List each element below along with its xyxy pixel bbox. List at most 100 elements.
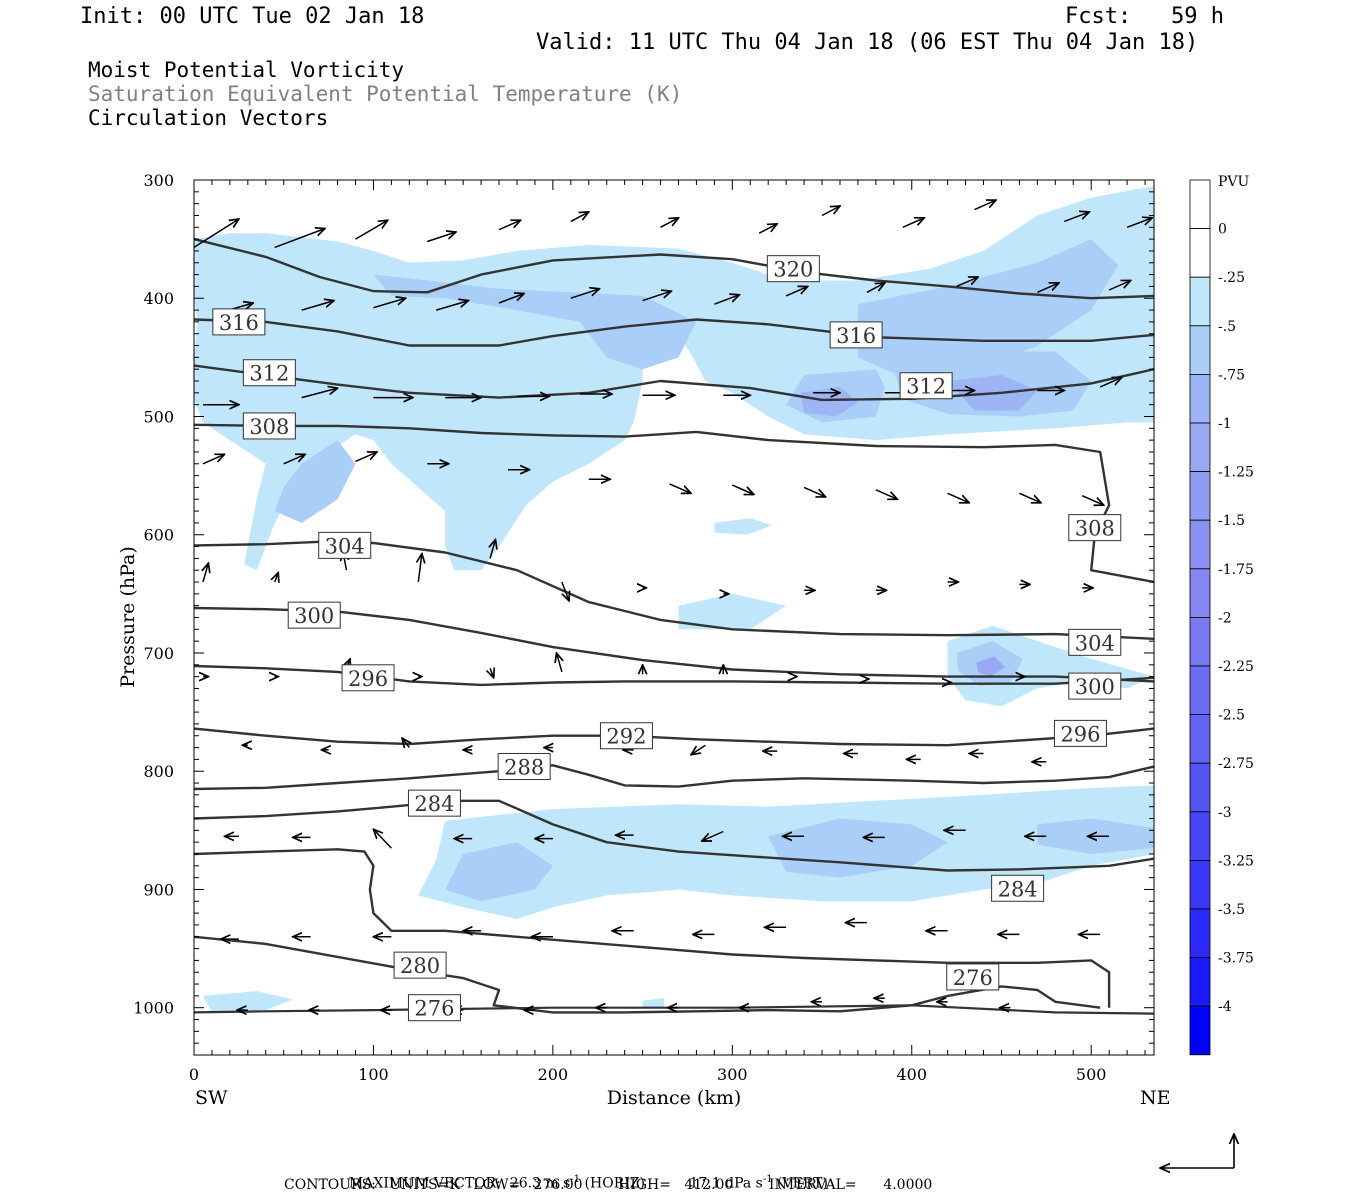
circulation-vectors: [194, 200, 1152, 1010]
circulation-vector: [203, 563, 208, 583]
contour-label-276: 276: [953, 966, 993, 990]
colorbar-segment: [1189, 714, 1211, 764]
horiz-value: 26.3: [509, 1175, 541, 1192]
contour-label-box: [991, 874, 1045, 902]
colorbar-tick-label: -2.5: [1218, 708, 1245, 724]
x-tick-label: 0: [189, 1065, 199, 1084]
colorbar-tick-label: -3.75: [1218, 951, 1254, 967]
mpv-shading: [194, 185, 1154, 1013]
contour-label-316: 316: [219, 311, 259, 335]
circulation-vector: [1064, 212, 1089, 223]
contour-label-316: 316: [836, 324, 876, 348]
colorbar-segment: [1189, 519, 1211, 570]
mpv-region: [445, 842, 553, 902]
contour-label-304: 304: [325, 534, 365, 558]
contour-label-300: 300: [294, 604, 334, 628]
contour-label-296: 296: [348, 667, 388, 691]
circulation-vector: [702, 830, 724, 842]
colorbar-tick-label: -4: [1218, 999, 1232, 1015]
contour-label-box: [242, 412, 296, 440]
y-tick-label: 800: [143, 762, 174, 781]
circulation-vector: [301, 388, 338, 399]
circulation-vector: [490, 668, 494, 678]
circulation-vector: [660, 218, 679, 228]
x-axis-left-end-label: SW: [195, 1087, 228, 1109]
contour-label-box: [1068, 628, 1122, 656]
axes: 300 400 500 600 700 800 900 1000 0 100 200 300 400 50…: [133, 171, 1154, 1084]
contour-label-312: 312: [249, 362, 289, 386]
circulation-vector: [1108, 281, 1131, 291]
mpv-region: [642, 998, 665, 1008]
colorbar: PVU 0 -.25 -.5 -.75 -1 -1.25 -1.5 -1.75 -2 -2.25 -2…: [1189, 174, 1254, 1056]
theta-contour-292: [194, 727, 1154, 747]
contour-label-284: 284: [414, 792, 454, 816]
colorbar-tick-label: -1.75: [1218, 562, 1254, 578]
contour-label-box: [318, 531, 372, 559]
colorbar-tick-label: -3.25: [1218, 853, 1254, 869]
contour-label-300: 300: [1075, 675, 1115, 699]
x-axis-right-end-label: NE: [1140, 1087, 1171, 1109]
colorbar-segment: [1189, 1005, 1211, 1056]
y-tick-label: 1000: [133, 999, 174, 1018]
contour-label-284: 284: [998, 877, 1038, 901]
colorbar-segment: [1189, 957, 1211, 1007]
theta-contour-320: [194, 237, 1154, 300]
colorbar-title: PVU: [1218, 174, 1250, 190]
circulation-vector: [402, 738, 409, 748]
circulation-vector: [1126, 218, 1152, 229]
colorbar-tick-label: -3.5: [1218, 902, 1245, 918]
y-tick-label: 600: [143, 526, 174, 545]
x-tick-label: 200: [538, 1065, 569, 1084]
y-tick-label: 400: [143, 289, 174, 308]
mpv-region: [714, 518, 772, 535]
theta-contour-316: [194, 318, 1154, 347]
circulation-vector: [758, 224, 777, 234]
circulation-vector: [821, 206, 840, 217]
contour-label-292: 292: [606, 725, 646, 749]
colorbar-tick-label: -.75: [1218, 367, 1245, 383]
circulation-vector: [1099, 378, 1122, 388]
contour-label-box: [899, 372, 953, 400]
colorbar-tick-label: -1.25: [1218, 465, 1254, 481]
circulation-vector: [194, 219, 239, 249]
contour-label-box: [829, 321, 883, 349]
colorbar-tick-label: -.5: [1218, 319, 1236, 335]
colorbar-segment: [1189, 908, 1211, 958]
colorbar-segment: [1189, 471, 1211, 521]
horiz-tag: (HORIZ): [584, 1175, 645, 1192]
circulation-vector: [373, 829, 392, 849]
contour-label-box: [766, 255, 820, 283]
x-tick-label: 100: [358, 1065, 389, 1084]
forecast-hour: Fcst: 59 h: [1065, 4, 1224, 29]
mpv-region: [203, 991, 293, 1013]
colorbar-tick-label: -2: [1218, 610, 1232, 626]
init-time: Init: 00 UTC Tue 02 Jan 18: [80, 4, 425, 29]
field-vectors: Circulation Vectors: [88, 106, 329, 130]
mpv-region: [800, 386, 858, 417]
colorbar-tick-label: -1.5: [1218, 513, 1245, 529]
contour-label-312: 312: [906, 375, 946, 399]
theta-contour-280: [194, 848, 1111, 1008]
contour-label-box: [287, 601, 341, 629]
mpv-region: [768, 818, 948, 878]
colorbar-segment: [1189, 179, 1211, 229]
circulation-vector: [714, 295, 739, 305]
theta-contour-288: [194, 764, 1154, 791]
contour-label-box: [1068, 514, 1122, 542]
x-axis-label: Distance (km): [607, 1087, 742, 1109]
max-vector-legend: MAXIMUM VECTOR: 26.3 m s-1 (HORIZ) 17.1 …: [340, 1158, 828, 1192]
contour-label-box: [1053, 719, 1107, 747]
circulation-vector: [974, 200, 997, 211]
circulation-vector: [947, 492, 970, 503]
circulation-vector: [490, 540, 495, 559]
circulation-vector: [498, 220, 521, 231]
mpv-region: [857, 239, 1119, 381]
mpv-region: [373, 274, 697, 370]
contour-label-308: 308: [249, 415, 289, 439]
vert-units: dPa s: [725, 1175, 763, 1192]
contour-label-box: [393, 951, 447, 979]
colorbar-segment: [1189, 373, 1211, 424]
contour-label-box: [242, 359, 296, 387]
x-tick-label: 400: [896, 1065, 927, 1084]
